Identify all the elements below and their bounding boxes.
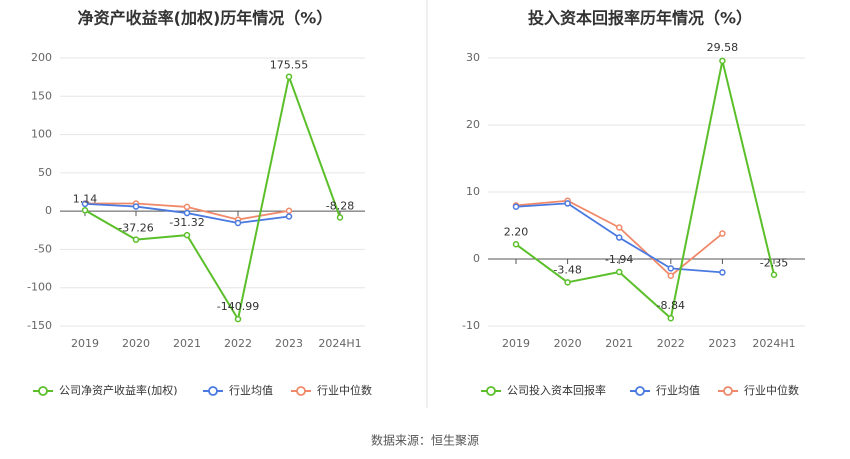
legend-marker-icon bbox=[723, 386, 733, 396]
data-point bbox=[183, 203, 191, 211]
chart-title: 投入资本回报率历年情况（%） bbox=[528, 9, 752, 28]
y-tick-label: 30 bbox=[466, 51, 480, 64]
x-tick-label: 2021 bbox=[173, 337, 201, 350]
data-point bbox=[81, 207, 89, 214]
legend-marker-icon bbox=[486, 386, 496, 396]
legend-label: 公司投入资本回报率 bbox=[507, 383, 606, 397]
data-label: 29.58 bbox=[707, 41, 739, 54]
y-tick-label: 200 bbox=[31, 51, 52, 64]
data-point bbox=[615, 268, 623, 276]
data-point bbox=[615, 234, 623, 241]
data-point bbox=[512, 203, 520, 210]
data-point bbox=[336, 214, 344, 221]
data-label: -8.84 bbox=[657, 299, 685, 312]
y-tick-label: -50 bbox=[34, 242, 52, 255]
y-tick-label: 50 bbox=[38, 166, 52, 179]
data-point bbox=[615, 224, 623, 231]
data-point bbox=[132, 203, 140, 210]
legend-marker-icon bbox=[635, 386, 645, 396]
roic-chart-panel: 投入资本回报率历年情况（%） 30 20 10 0 -10 2019 2020 2021 2022… bbox=[462, 9, 805, 397]
data-label: -140.99 bbox=[217, 300, 259, 313]
legend-label: 公司净资产收益率(加权) bbox=[59, 383, 178, 397]
data-point bbox=[285, 207, 293, 215]
data-label: 1.14 bbox=[73, 192, 98, 205]
data-label: -2.35 bbox=[760, 257, 788, 270]
data-point bbox=[719, 269, 726, 276]
data-point bbox=[667, 272, 675, 279]
data-point bbox=[770, 271, 778, 278]
data-point bbox=[234, 219, 242, 227]
x-tick-label: 2019 bbox=[71, 337, 99, 350]
y-tick-label: 20 bbox=[466, 118, 480, 131]
data-point bbox=[183, 209, 191, 217]
data-label: -31.32 bbox=[169, 216, 204, 229]
data-source-text: 数据来源：恒生聚源 bbox=[371, 433, 479, 448]
legend-marker-icon bbox=[208, 386, 218, 396]
data-label: -3.48 bbox=[553, 263, 581, 276]
data-point bbox=[81, 200, 89, 208]
x-tick-label: 2022 bbox=[224, 337, 252, 350]
legend-marker-icon bbox=[296, 386, 306, 396]
legend-label: 行业中位数 bbox=[744, 383, 799, 397]
y-tick-label: 100 bbox=[31, 128, 52, 141]
data-point bbox=[512, 241, 520, 248]
x-tick-label: 2022 bbox=[657, 337, 685, 350]
data-point bbox=[285, 213, 293, 220]
data-label: -8.28 bbox=[326, 199, 354, 212]
data-label: -1.94 bbox=[605, 253, 633, 266]
x-tick-label: 2023 bbox=[708, 337, 736, 350]
data-point bbox=[234, 315, 242, 323]
series-line-company bbox=[515, 59, 775, 320]
legend-item: 公司投入资本回报率 bbox=[481, 383, 606, 397]
x-tick-label: 2019 bbox=[502, 337, 530, 350]
x-tick-label: 2023 bbox=[275, 337, 303, 350]
data-label: -37.26 bbox=[118, 222, 153, 235]
x-tick-label: 2021 bbox=[605, 337, 633, 350]
legend-label: 行业均值 bbox=[656, 384, 700, 397]
y-tick-label: 0 bbox=[45, 204, 52, 217]
data-point bbox=[667, 314, 675, 322]
data-point bbox=[285, 73, 293, 80]
x-tick-label: 2024H1 bbox=[318, 337, 361, 350]
y-tick-label: 10 bbox=[466, 185, 480, 198]
data-point bbox=[564, 279, 571, 286]
data-point bbox=[564, 200, 571, 207]
y-tick-label: 0 bbox=[473, 252, 480, 265]
legend-item: 行业均值 bbox=[203, 384, 273, 397]
legend-marker-icon bbox=[38, 386, 48, 396]
series-line-company bbox=[84, 75, 341, 321]
roe-chart-panel: 净资产收益率(加权)历年情况（%） 200 150 100 50 0 -50 -100 -150… bbox=[27, 9, 372, 398]
data-point bbox=[183, 231, 191, 239]
x-tick-label: 2020 bbox=[122, 337, 150, 350]
x-tick-label: 2020 bbox=[554, 337, 582, 350]
data-point bbox=[667, 265, 675, 272]
y-tick-label: 150 bbox=[31, 89, 52, 102]
legend-item: 行业均值 bbox=[630, 384, 700, 397]
legend-item: 公司净资产收益率(加权) bbox=[33, 383, 178, 397]
legend-item: 行业中位数 bbox=[291, 383, 372, 397]
y-tick-label: -100 bbox=[27, 281, 52, 294]
y-tick-label: -10 bbox=[462, 319, 480, 332]
chart-title: 净资产收益率(加权)历年情况（%） bbox=[78, 9, 333, 28]
legend-label: 行业中位数 bbox=[317, 383, 372, 397]
legend-item: 行业中位数 bbox=[718, 383, 799, 397]
data-point bbox=[132, 236, 140, 243]
y-tick-label: -150 bbox=[27, 319, 52, 332]
data-point bbox=[719, 230, 726, 237]
legend-label: 行业均值 bbox=[229, 384, 273, 397]
data-point bbox=[719, 57, 726, 65]
data-label: 2.20 bbox=[504, 225, 529, 238]
x-tick-label: 2024H1 bbox=[752, 337, 795, 350]
data-label: 175.55 bbox=[270, 59, 309, 72]
